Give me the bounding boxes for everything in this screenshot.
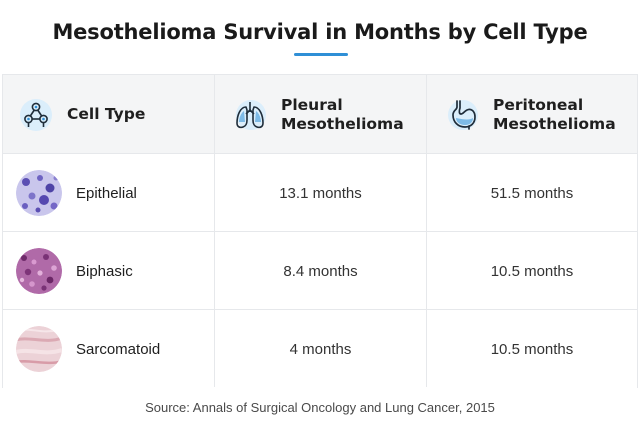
cell-type-label: Sarcomatoid <box>76 340 161 358</box>
page-title: Mesothelioma Survival in Months by Cell … <box>52 20 588 44</box>
title-underline <box>294 53 348 56</box>
cell-type-cell: Sarcomatoid <box>3 310 214 388</box>
cell-type-label: Epithelial <box>76 184 137 202</box>
lungs-icon <box>236 99 266 130</box>
header-label-peritoneal: Peritoneal Mesothelioma <box>493 95 616 133</box>
epithelial-thumbnail <box>16 170 62 216</box>
stomach-icon <box>448 99 478 130</box>
header-label-pleural: Pleural Mesothelioma <box>281 95 404 133</box>
source-note: Source: Annals of Surgical Oncology and … <box>145 400 495 415</box>
table-row: Epithelial 13.1 months 51.5 months <box>3 154 637 232</box>
header-peritoneal: Peritoneal Mesothelioma <box>445 75 635 154</box>
survival-table: Cell Type Pleural <box>2 74 638 388</box>
biphasic-thumbnail <box>16 248 62 294</box>
cells-icon <box>20 98 52 131</box>
pleural-value: 4 months <box>289 340 352 358</box>
cell-type-cell: Biphasic <box>3 232 214 310</box>
cell-type-cell: Epithelial <box>3 154 214 232</box>
pleural-value: 8.4 months <box>283 262 358 280</box>
pleural-value: 13.1 months <box>279 184 362 202</box>
header-pleural: Pleural Mesothelioma <box>233 75 423 154</box>
column-divider <box>426 75 427 387</box>
cell-type-label: Biphasic <box>76 262 133 280</box>
peritoneal-value: 10.5 months <box>490 340 574 358</box>
sarcomatoid-thumbnail <box>16 326 62 372</box>
header-cell-type: Cell Type <box>19 75 214 154</box>
table-row: Sarcomatoid 4 months 10.5 months <box>3 310 637 388</box>
peritoneal-value: 51.5 months <box>490 184 574 202</box>
column-divider <box>214 75 215 387</box>
table-row: Biphasic 8.4 months 10.5 months <box>3 232 637 310</box>
peritoneal-value: 10.5 months <box>490 262 574 280</box>
header-label-cell-type: Cell Type <box>67 105 146 123</box>
table-header-row: Cell Type Pleural <box>3 75 637 154</box>
